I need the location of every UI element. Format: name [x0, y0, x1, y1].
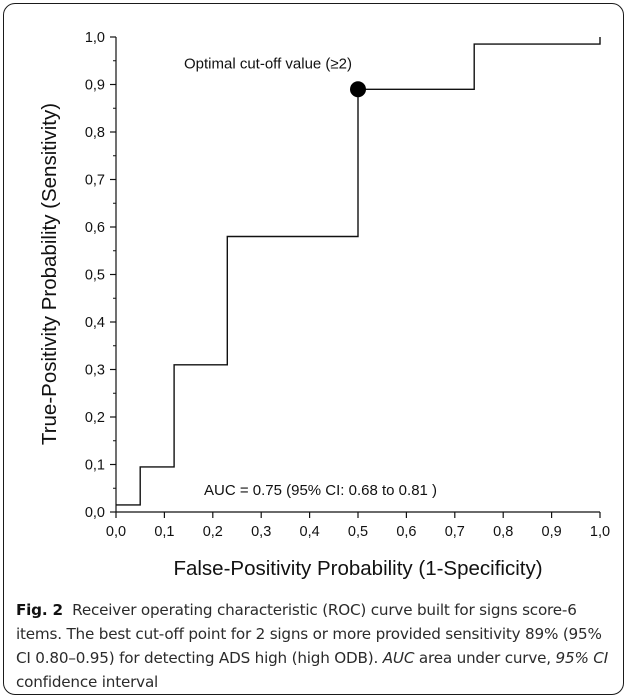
caption-text: Receiver operating characteristic (ROC) … [16, 601, 602, 667]
figure-caption: Fig. 2 Receiver operating characteristic… [16, 598, 616, 694]
caption-abbr-auc: AUC [382, 649, 415, 667]
caption-abbr-auc-def: area under curve, [418, 649, 551, 667]
y-tick-label: 0,2 [85, 410, 105, 426]
caption-abbr-ci-def: confidence interval [16, 673, 159, 691]
y-axis-title: True-Positivity Probability (Sensitivity… [38, 103, 61, 445]
auc-annotation: AUC = 0.75 (95% CI: 0.68 to 0.81 ) [204, 482, 437, 499]
x-tick-label: 0,2 [203, 524, 223, 540]
roc-curve-line [116, 37, 601, 506]
tick-labels: 0,0 0,1 0,2 0,3 0,4 0,5 0,6 0,7 0,8 0,9 1,0 0,0 0,1 0… [85, 30, 610, 540]
x-tick-label: 0,3 [251, 524, 271, 540]
x-tick-label: 0,0 [106, 524, 126, 540]
x-tick-label: 0,9 [542, 524, 562, 540]
roc-chart: 0,0 0,1 0,2 0,3 0,4 0,5 0,6 0,7 0,8 0,9 1,0 0,0 0,1 0… [38, 30, 610, 580]
y-tick-label: 0,5 [85, 268, 105, 284]
y-tick-label: 0,7 [85, 173, 105, 189]
caption-label: Fig. 2 [16, 601, 63, 619]
x-tick-label: 1,0 [590, 524, 610, 540]
y-tick-label: 0,9 [85, 78, 105, 94]
x-axis-title: False-Positivity Probability (1-Specific… [173, 557, 542, 580]
caption-abbr-ci: 95% CI [555, 649, 609, 667]
y-tick-label: 0,3 [85, 363, 105, 379]
optimal-cutoff-marker [350, 81, 366, 98]
optimal-cutoff-label: Optimal cut-off value (≥2) [184, 55, 352, 72]
x-tick-label: 0,1 [154, 524, 174, 540]
x-tick-label: 0,7 [445, 524, 465, 540]
x-tick-label: 0,5 [348, 524, 368, 540]
figure-frame [3, 3, 624, 695]
y-tick-label: 0,8 [85, 125, 105, 141]
tick-marks [110, 36, 601, 518]
y-tick-label: 0,6 [85, 220, 105, 236]
x-tick-label: 0,8 [493, 524, 513, 540]
y-tick-label: 0,1 [85, 458, 105, 474]
y-tick-label: 0,0 [85, 505, 105, 521]
x-tick-label: 0,4 [300, 524, 320, 540]
y-tick-label: 0,4 [85, 315, 105, 331]
x-tick-label: 0,6 [396, 524, 416, 540]
y-tick-label: 1,0 [85, 30, 105, 46]
